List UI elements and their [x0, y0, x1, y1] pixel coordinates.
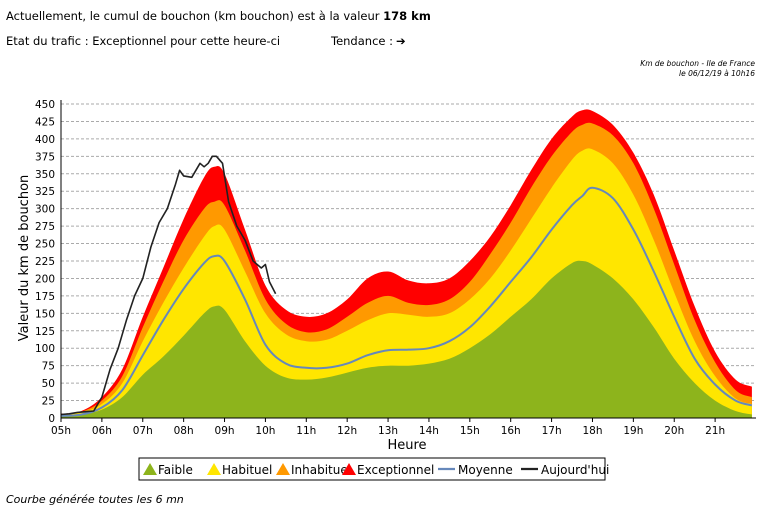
legend-label: Habituel [222, 463, 272, 477]
x-tick-label: 13h [378, 425, 398, 437]
y-tick-label: 300 [35, 204, 55, 216]
y-tick-label: 150 [35, 308, 55, 320]
y-tick-label: 325 [35, 186, 55, 198]
x-tick-label: 20h [664, 425, 684, 437]
y-tick-label: 375 [35, 151, 55, 163]
legend-swatch [143, 463, 157, 475]
legend-label: Faible [158, 463, 193, 477]
line-aujourdhui [60, 155, 277, 416]
y-tick-label: 75 [42, 361, 55, 373]
legend-item: Faible [143, 463, 193, 477]
y-tick-label: 450 [35, 99, 55, 111]
legend-swatch [342, 463, 356, 475]
y-axis-title: Valeur du km de bouchon [17, 175, 32, 342]
y-tick-label: 200 [35, 273, 55, 285]
y-tick-label: 400 [35, 134, 55, 146]
trend: Tendance : ➔ [331, 34, 406, 48]
legend-item: Habituel [207, 463, 272, 477]
y-tick-label: 125 [35, 326, 55, 338]
x-tick-label: 09h [215, 425, 235, 437]
legend-swatch [276, 463, 290, 475]
x-tick-label: 21h [705, 425, 725, 437]
current-km-value: 178 km [383, 9, 431, 23]
legend: Faible Habituel Inhabituel Exceptionnel Moye… [138, 457, 609, 481]
x-tick-label: 19h [623, 425, 643, 437]
x-tick-label: 10h [255, 425, 275, 437]
y-tick-label: 25 [42, 396, 55, 408]
x-tick-label: 05h [51, 425, 71, 437]
legend-item: Moyenne [438, 463, 513, 477]
y-tick-label: 425 [35, 116, 55, 128]
x-tick-label: 11h [296, 425, 316, 437]
x-tick-label: 12h [337, 425, 357, 437]
x-tick-label: 08h [174, 425, 194, 437]
y-tick-label: 0 [48, 413, 55, 425]
x-tick-label: 07h [133, 425, 153, 437]
y-tick-label: 250 [35, 239, 55, 251]
x-tick-label: 17h [542, 425, 562, 437]
y-tick-label: 225 [35, 256, 55, 268]
legend-swatch [207, 463, 221, 475]
meta-source: Km de bouchon - Ile de France [640, 59, 755, 68]
current-status: Actuellement, le cumul de bouchon (km bo… [6, 9, 431, 23]
x-tick-label: 14h [419, 425, 439, 437]
legend-item: Exceptionnel [342, 463, 434, 477]
legend-label: Moyenne [458, 463, 513, 477]
legend-label: Exceptionnel [357, 463, 434, 477]
arrow-right-icon: ➔ [396, 34, 406, 48]
status-label: Actuellement, le cumul de bouchon (km bo… [6, 9, 380, 23]
x-axis-title: Heure [387, 438, 426, 453]
legend-item: Inhabituel [276, 463, 351, 477]
line-series [60, 155, 753, 417]
area-series [61, 109, 752, 419]
legend-item: Aujourd'hui [521, 463, 609, 477]
x-tick-label: 16h [501, 425, 521, 437]
axes: 0 25 50 75 100 125 150 175 200 225 250 275 300 325 350… [35, 99, 756, 437]
chart-meta: Km de bouchon - Ile de France le 06/12/1… [640, 59, 755, 79]
footer-note: Courbe générée toutes les 6 mn [6, 493, 184, 506]
x-tick-label: 18h [582, 425, 602, 437]
y-tick-label: 350 [35, 169, 55, 181]
traffic-state: Etat du trafic : Exceptionnel pour cette… [6, 34, 281, 48]
legend-label: Aujourd'hui [541, 463, 609, 477]
x-tick-label: 06h [92, 425, 112, 437]
legend-label: Inhabituel [291, 463, 351, 477]
legend-box [138, 457, 606, 481]
trend-label: Tendance : [331, 34, 393, 48]
y-tick-label: 275 [35, 221, 55, 233]
meta-date: le 06/12/19 à 10h16 [679, 69, 755, 78]
area-faible [61, 260, 752, 418]
y-tick-label: 175 [35, 291, 55, 303]
y-tick-label: 100 [35, 343, 55, 355]
x-tick-label: 15h [460, 425, 480, 437]
y-tick-label: 50 [42, 378, 55, 390]
line-moyenne [60, 186, 753, 417]
